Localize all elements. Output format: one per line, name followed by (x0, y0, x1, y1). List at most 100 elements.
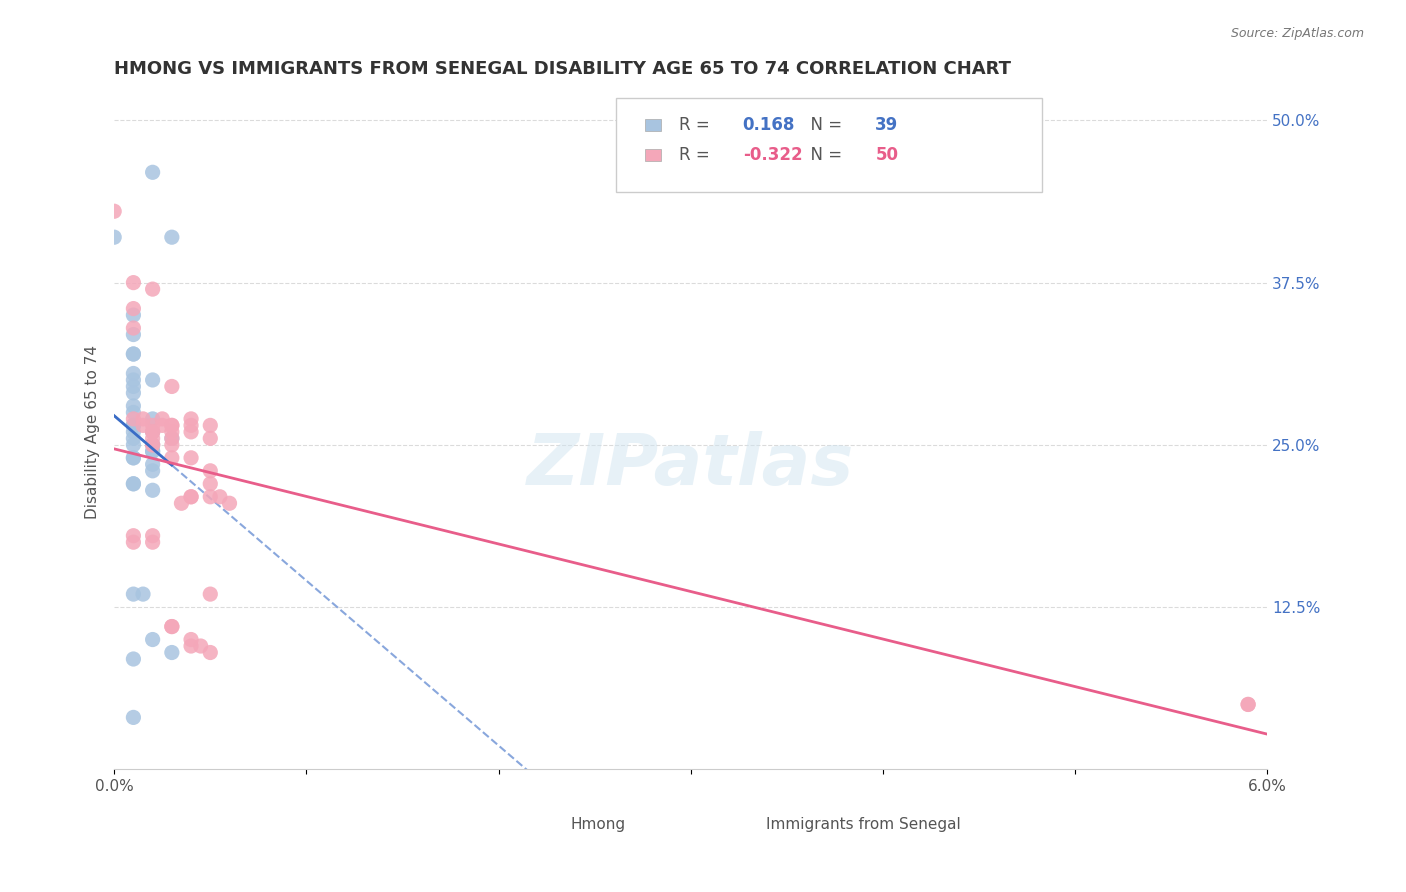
Point (142, 483, 165, 498)
Point (122, 399, 145, 413)
Point (122, 386, 145, 401)
Point (103, 230, 125, 244)
Text: R =: R = (679, 146, 716, 164)
Point (122, 450, 145, 465)
Point (1237, 698, 1260, 712)
Point (160, 619, 183, 633)
Point (142, 373, 165, 387)
Point (142, 632, 165, 647)
Point (160, 438, 183, 452)
Text: 50: 50 (876, 146, 898, 164)
Point (200, 418, 222, 433)
FancyBboxPatch shape (754, 812, 783, 827)
Point (122, 418, 145, 433)
Point (122, 347, 145, 361)
Point (160, 646, 183, 660)
Point (122, 529, 145, 543)
Point (122, 431, 145, 445)
Text: R =: R = (679, 116, 716, 134)
Point (150, 412, 173, 426)
Point (160, 418, 183, 433)
Point (122, 710, 145, 724)
Point (132, 412, 155, 426)
Point (122, 652, 145, 666)
Point (122, 438, 145, 452)
Point (142, 535, 165, 549)
Point (122, 321, 145, 335)
Point (142, 165, 165, 179)
Text: ZIPatlas: ZIPatlas (527, 431, 855, 500)
Point (160, 450, 183, 465)
Point (142, 438, 165, 452)
Point (122, 327, 145, 342)
Point (142, 431, 165, 445)
Text: 0.168: 0.168 (742, 116, 794, 134)
Point (180, 490, 202, 504)
Point (160, 425, 183, 439)
Point (142, 425, 165, 439)
FancyBboxPatch shape (644, 119, 661, 131)
Point (122, 379, 145, 393)
Point (150, 418, 173, 433)
Point (200, 646, 222, 660)
Point (180, 425, 202, 439)
Point (122, 418, 145, 433)
Point (122, 412, 145, 426)
Point (190, 639, 212, 653)
Point (180, 639, 202, 653)
FancyBboxPatch shape (616, 98, 1042, 193)
Point (122, 450, 145, 465)
Point (142, 458, 165, 472)
Point (142, 412, 165, 426)
Point (180, 418, 202, 433)
Point (180, 632, 202, 647)
Point (200, 476, 222, 491)
Point (218, 496, 240, 510)
Point (132, 587, 155, 601)
Point (200, 490, 222, 504)
Point (103, 204, 125, 219)
Point (160, 418, 183, 433)
Point (160, 230, 183, 244)
Y-axis label: Disability Age 65 to 74: Disability Age 65 to 74 (86, 345, 100, 519)
Point (142, 444, 165, 458)
Point (122, 405, 145, 419)
Text: Hmong: Hmong (571, 816, 626, 831)
Point (170, 496, 193, 510)
Point (142, 425, 165, 439)
Point (208, 490, 231, 504)
Point (142, 425, 165, 439)
Point (122, 301, 145, 316)
Point (122, 308, 145, 322)
Point (122, 347, 145, 361)
Point (180, 412, 202, 426)
Text: Source: ZipAtlas.com: Source: ZipAtlas.com (1230, 27, 1364, 40)
Point (122, 425, 145, 439)
Point (142, 438, 165, 452)
Text: HMONG VS IMMIGRANTS FROM SENEGAL DISABILITY AGE 65 TO 74 CORRELATION CHART: HMONG VS IMMIGRANTS FROM SENEGAL DISABIL… (114, 60, 1011, 78)
Point (1237, 698, 1260, 712)
Point (160, 431, 183, 445)
Point (180, 450, 202, 465)
Point (160, 379, 183, 393)
Point (200, 464, 222, 478)
Point (180, 490, 202, 504)
Point (142, 438, 165, 452)
Point (160, 619, 183, 633)
Point (122, 535, 145, 549)
Point (132, 418, 155, 433)
Point (122, 373, 145, 387)
Point (122, 476, 145, 491)
FancyBboxPatch shape (644, 149, 661, 161)
Text: Immigrants from Senegal: Immigrants from Senegal (766, 816, 962, 831)
Point (122, 276, 145, 290)
Point (142, 464, 165, 478)
Point (122, 418, 145, 433)
Point (122, 367, 145, 381)
FancyBboxPatch shape (536, 812, 564, 827)
Point (122, 587, 145, 601)
Point (142, 444, 165, 458)
Text: N =: N = (800, 146, 848, 164)
Text: -0.322: -0.322 (742, 146, 803, 164)
Point (200, 587, 222, 601)
